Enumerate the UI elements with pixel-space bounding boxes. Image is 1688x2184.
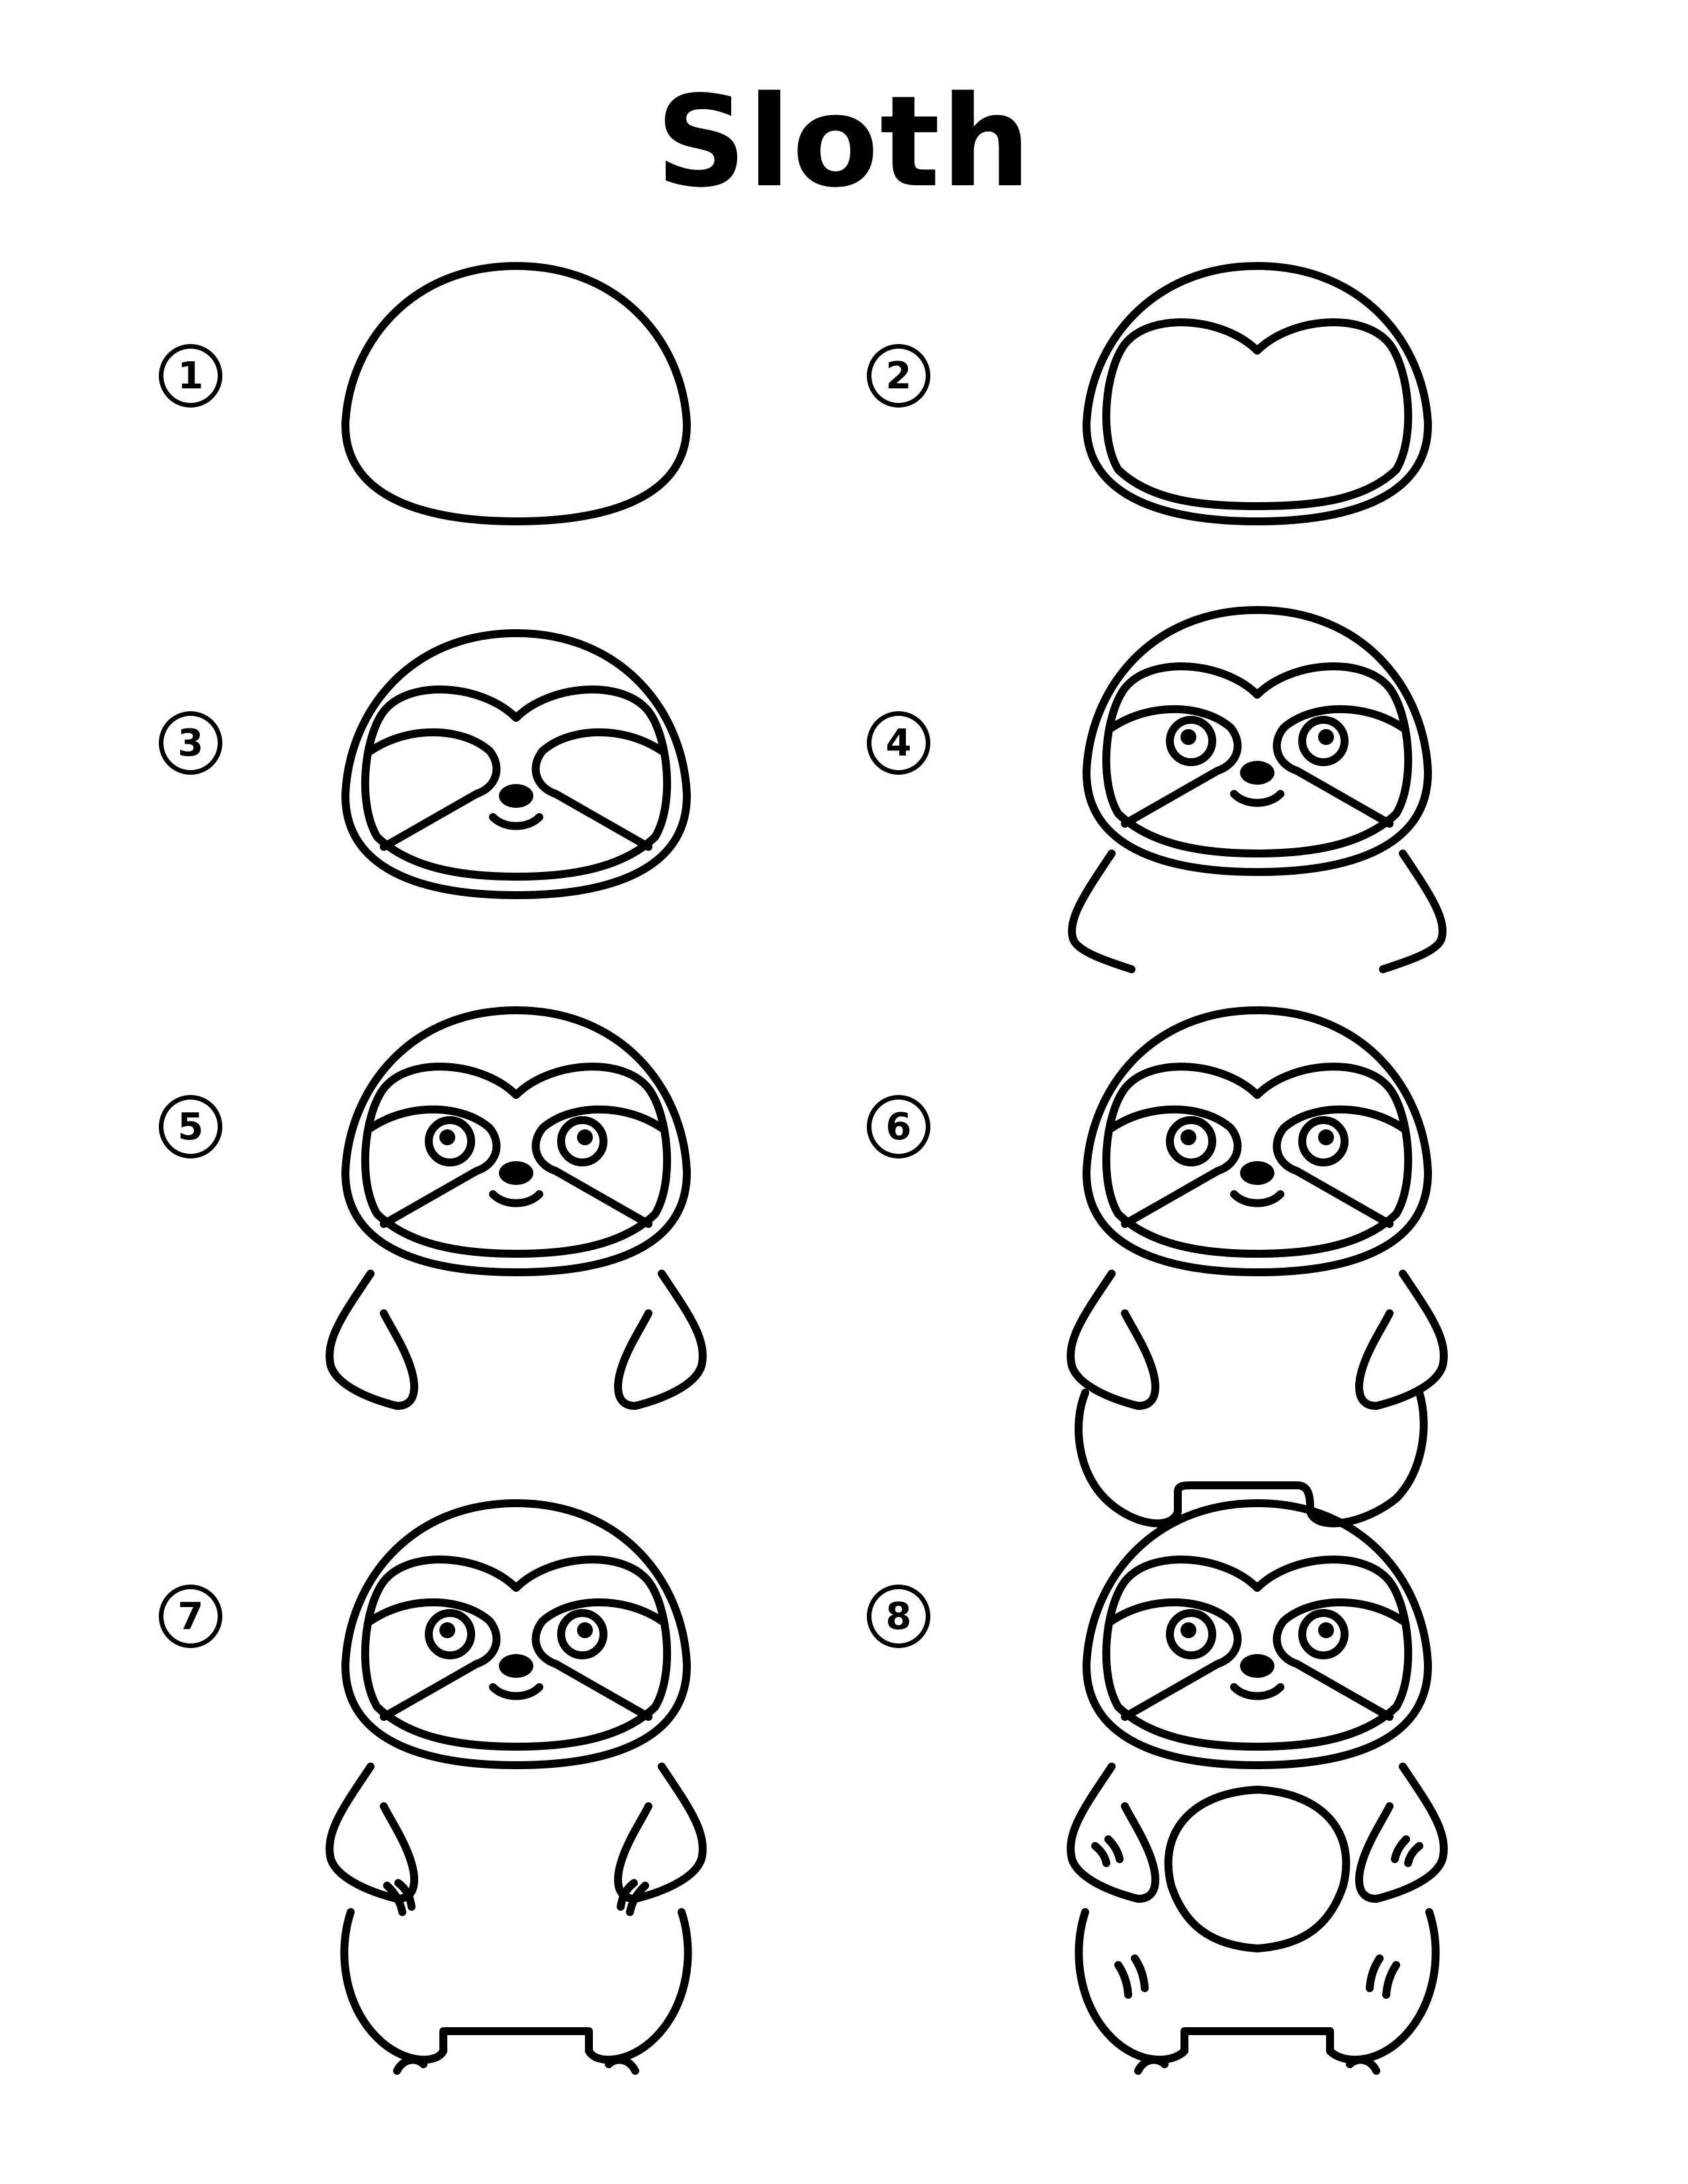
step-5-badge: 5 <box>159 1095 222 1158</box>
step-3-badge: 3 <box>159 711 222 775</box>
step-4-badge: 4 <box>867 711 930 775</box>
step-1-drawing <box>341 262 691 525</box>
step-7-drawing <box>326 1499 707 2075</box>
step-3-drawing <box>341 629 691 899</box>
step-6-drawing <box>1067 1006 1448 1528</box>
step-7-badge: 7 <box>159 1585 222 1648</box>
step-2-drawing <box>1082 262 1433 525</box>
step-8-badge: 8 <box>867 1585 930 1648</box>
step-8-drawing <box>1067 1499 1448 2075</box>
step-5-drawing <box>326 1006 707 1410</box>
step-6-badge: 6 <box>867 1095 930 1158</box>
step-2-badge: 2 <box>867 344 930 408</box>
page-title: Sloth <box>656 69 1032 215</box>
step-4-drawing <box>1067 606 1447 973</box>
step-1-badge: 1 <box>159 344 222 408</box>
